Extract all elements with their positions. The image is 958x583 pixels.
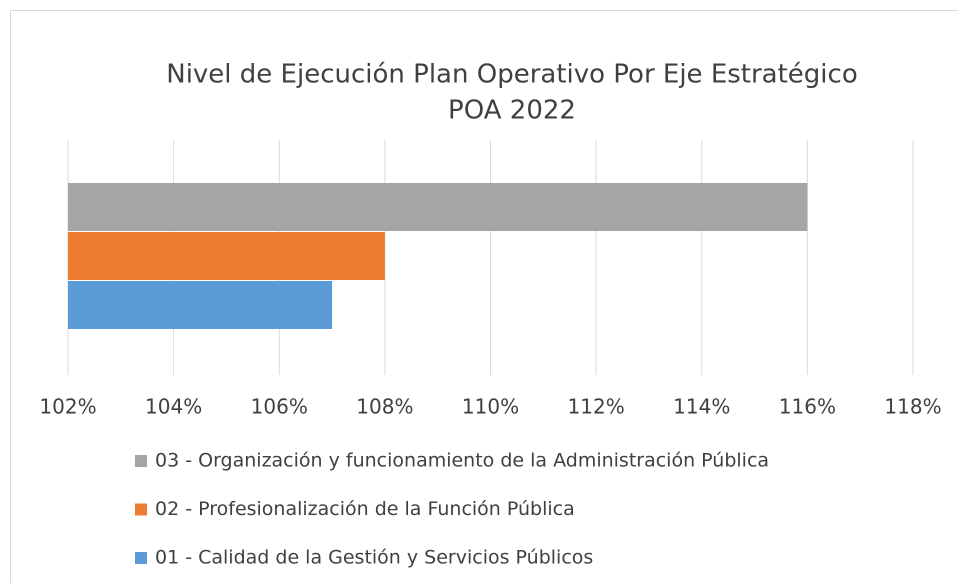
legend-label: 02 - Profesionalización de la Función Pú…	[155, 498, 575, 520]
legend-swatch	[135, 552, 147, 564]
bar	[68, 183, 808, 231]
x-tick-label: 112%	[568, 395, 625, 419]
chart-title: POA 2022	[448, 96, 576, 126]
legend-label: 01 - Calidad de la Gestión y Servicios P…	[155, 547, 593, 569]
chart-border	[10, 10, 958, 583]
x-tick-label: 110%	[462, 395, 519, 419]
legend-swatch	[135, 503, 147, 516]
bar	[68, 232, 385, 280]
x-tick-label: 116%	[779, 395, 836, 419]
x-tick-label: 102%	[39, 395, 96, 419]
legend-swatch	[135, 455, 147, 467]
x-tick-label: 106%	[251, 395, 308, 419]
x-tick-label: 108%	[356, 395, 413, 419]
x-tick-label: 104%	[145, 395, 202, 419]
chart-title: Nivel de Ejecución Plan Operativo Por Ej…	[166, 60, 857, 90]
bar	[68, 281, 333, 329]
x-tick-label: 118%	[884, 395, 941, 419]
x-tick-label: 114%	[673, 395, 730, 419]
legend-label: 03 - Organización y funcionamiento de la…	[155, 450, 769, 472]
